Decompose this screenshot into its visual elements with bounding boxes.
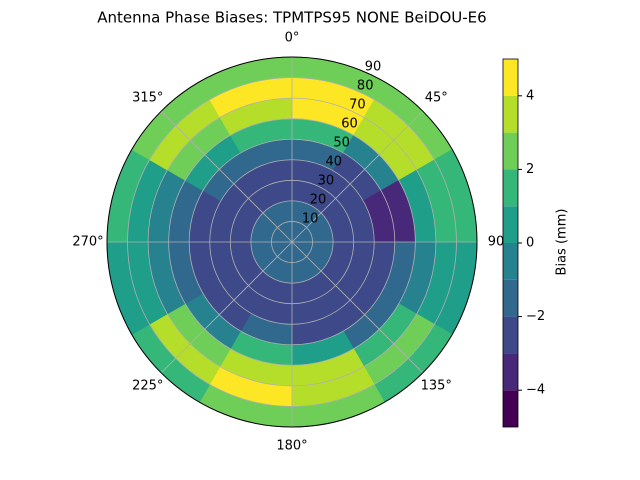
theta-tick-label: 225° [132,379,163,394]
theta-tick-label: 135° [421,379,452,394]
r-tick-label: 10 [302,212,319,227]
theta-grid-line [291,110,424,243]
tick-labels: 10 20 30 40 50 60 70 80 90 0° 45° 90 135° 180° 225° 270… [72,31,504,454]
theta-tick-label: 90 [488,235,505,250]
colorbar-band [503,279,518,317]
colorbar-band [503,95,518,133]
polar-grid [106,56,478,428]
colorbar-label: Bias (mm) [555,209,570,276]
r-tick-label: 40 [325,155,342,170]
theta-grid-line [160,110,293,243]
colorbar-tick-label: −4 [526,383,545,398]
theta-tick-label: 270° [72,235,103,250]
theta-grid-line [160,241,293,374]
theta-tick-label: 45° [425,90,448,105]
colorbar-band [503,59,518,96]
colorbar-tick-label: 4 [526,88,534,103]
colorbar-band [503,353,518,391]
r-tick-label: 70 [349,98,366,113]
colorbar-tick-label: 2 [526,162,534,177]
colorbar-band [503,206,518,243]
colorbar-tick-label: −2 [526,309,545,324]
theta-tick-label: 315° [132,90,163,105]
r-tick-label: 60 [341,117,358,132]
theta-tick-label: 180° [276,439,307,454]
colorbar: −4 −2 0 2 4 [502,58,545,428]
colorbar-band [503,316,518,354]
colorbar-tick-label: 0 [526,236,534,251]
polar-frame [106,56,478,428]
r-tick-label: 90 [365,60,382,75]
theta-grid-line [291,241,424,374]
colorbar-band [503,132,518,170]
r-tick-label: 30 [318,174,335,189]
r-tick-label: 50 [333,136,350,151]
chart-title: Antenna Phase Biases: TPMTPS95 NONE BeiD… [97,9,486,27]
theta-tick-label: 0° [285,31,300,46]
r-tick-label: 80 [357,79,374,94]
colorbar-band [503,390,518,427]
r-tick-label: 20 [310,193,327,208]
colorbar-band [503,169,518,207]
colorbar-band [503,243,518,280]
